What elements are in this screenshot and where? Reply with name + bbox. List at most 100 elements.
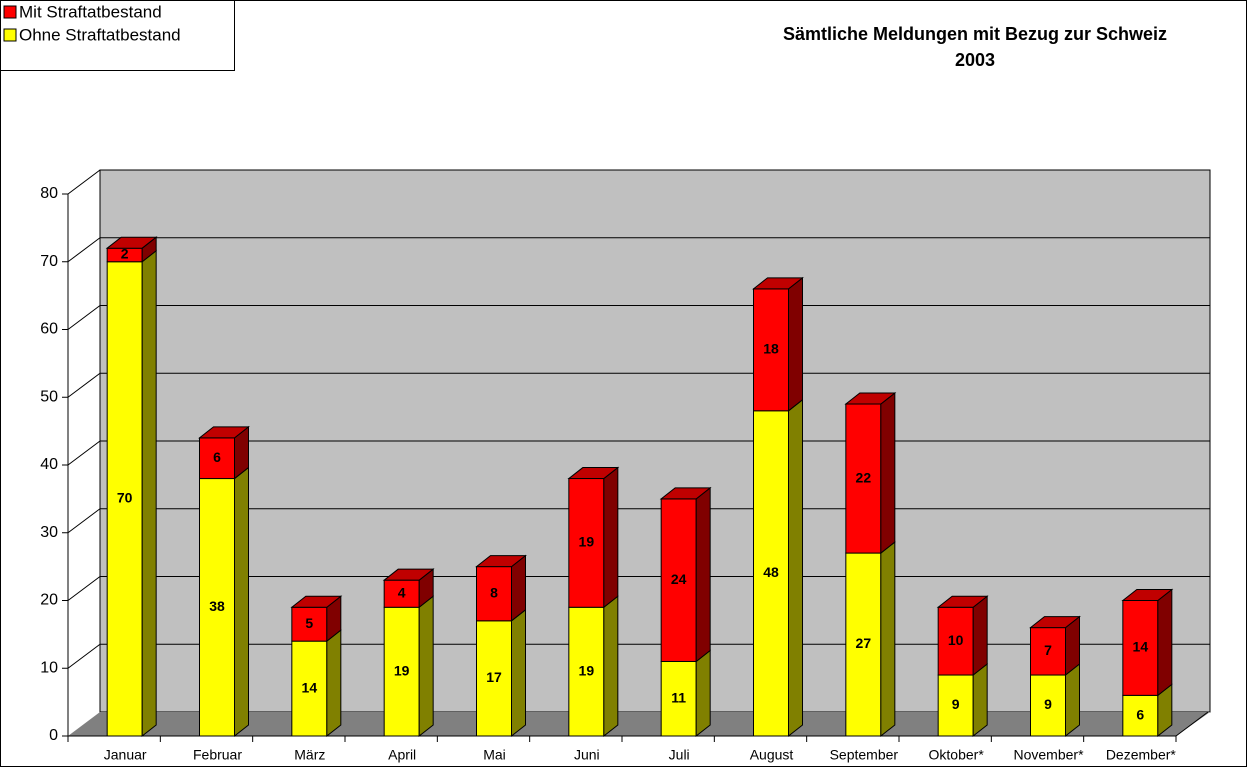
legend [0, 0, 235, 71]
bar-segment [568, 478, 605, 608]
value-label: 27 [856, 635, 872, 651]
bar-top [844, 392, 897, 405]
bar-side [695, 486, 711, 663]
bar-side [695, 649, 711, 738]
y-tick-label: 40 [40, 456, 58, 473]
x-tick-label: November* [1013, 747, 1084, 763]
chart-subtitle: 2003 [955, 50, 995, 70]
bar-side [880, 541, 896, 738]
bar-segment [568, 606, 605, 737]
value-label: 8 [490, 584, 498, 600]
y-tick-label: 10 [40, 659, 58, 676]
bar-segment [845, 403, 882, 554]
bar-segment [476, 566, 512, 622]
bar-side [972, 662, 988, 738]
value-label: 10 [948, 632, 964, 648]
value-label: 9 [952, 696, 960, 712]
grid-line [67, 508, 101, 534]
value-label: 6 [213, 449, 221, 465]
legend-label: Ohne Straftatbestand [19, 25, 181, 44]
y-tick-label: 20 [40, 592, 58, 609]
value-label: 48 [763, 564, 779, 580]
bar-side [788, 276, 803, 412]
legend-swatch [3, 28, 17, 42]
y-tick-label: 70 [40, 253, 58, 270]
bar-side [972, 595, 988, 677]
grid-line [67, 169, 101, 195]
value-label: 19 [579, 534, 595, 550]
value-label: 19 [394, 662, 410, 678]
bar-side [603, 466, 619, 609]
x-tick-label: September [830, 747, 899, 763]
bar-side [418, 595, 434, 738]
y-tick-label: 60 [40, 321, 58, 338]
bar-top [290, 595, 343, 608]
value-label: 9 [1044, 696, 1052, 712]
y-tick-label: 0 [49, 727, 58, 744]
y-tick-label: 80 [40, 185, 58, 202]
y-tick-label: 50 [40, 388, 58, 405]
legend-label: Mit Straftatbestand [19, 2, 162, 21]
value-label: 18 [763, 341, 779, 357]
value-label: 7 [1044, 642, 1052, 658]
value-label: 11 [671, 689, 686, 705]
bar-top [567, 467, 620, 480]
value-label: 5 [305, 615, 313, 631]
x-axis-depth [1175, 711, 1209, 737]
grid-line [67, 440, 101, 466]
y-tick-label: 30 [40, 524, 58, 541]
x-tick-label: Oktober* [929, 747, 985, 763]
value-label: 14 [302, 679, 318, 695]
grid-line [67, 372, 101, 398]
bar-side [141, 249, 157, 738]
value-label: 17 [486, 669, 502, 685]
bar-top [659, 487, 712, 500]
bar-segment [1030, 674, 1066, 737]
grid-line [67, 576, 101, 601]
grid-line [67, 305, 101, 330]
value-label: 19 [579, 662, 595, 678]
bar-top [105, 236, 158, 249]
legend-swatch [3, 5, 17, 19]
x-tick-label: März [294, 747, 325, 763]
value-label: 70 [117, 490, 133, 506]
bar-segment [383, 606, 420, 737]
x-tick-label: Mai [483, 747, 506, 763]
chart-title: Sämtliche Meldungen mit Bezug zur Schwei… [783, 24, 1167, 44]
x-tick-label: Dezember* [1106, 747, 1177, 763]
bar-side [234, 466, 249, 738]
x-tick-label: Juli [669, 747, 690, 763]
value-label: 38 [209, 598, 225, 614]
bar-top [936, 595, 989, 608]
x-tick-label: Februar [193, 747, 242, 763]
value-label: 6 [1136, 706, 1144, 722]
bar-segment [199, 437, 235, 480]
bar-side [1065, 662, 1080, 738]
bar-side [788, 398, 803, 738]
bar-segment [199, 478, 235, 737]
floor [68, 712, 1210, 736]
bar-segment [476, 620, 512, 737]
bar-side [1157, 588, 1173, 697]
x-tick-label: August [750, 747, 794, 763]
bar-segment [753, 288, 789, 412]
value-label: 14 [1133, 639, 1149, 655]
bar-side [880, 391, 896, 555]
bar-segment [106, 261, 143, 737]
value-label: 2 [121, 246, 129, 262]
value-label: 22 [856, 469, 872, 485]
bar-top [1121, 589, 1174, 601]
bar-top [752, 277, 804, 290]
bar-segment [937, 606, 974, 676]
bar-top [475, 555, 527, 568]
bar-top [382, 568, 435, 581]
value-label: 4 [398, 584, 406, 600]
bar-segment [937, 674, 974, 737]
grid-line [67, 237, 101, 263]
grid-line [67, 643, 101, 669]
bar-side [326, 629, 342, 738]
value-label: 24 [671, 571, 687, 587]
x-tick-label: Juni [574, 747, 600, 763]
bar-side [511, 608, 526, 738]
